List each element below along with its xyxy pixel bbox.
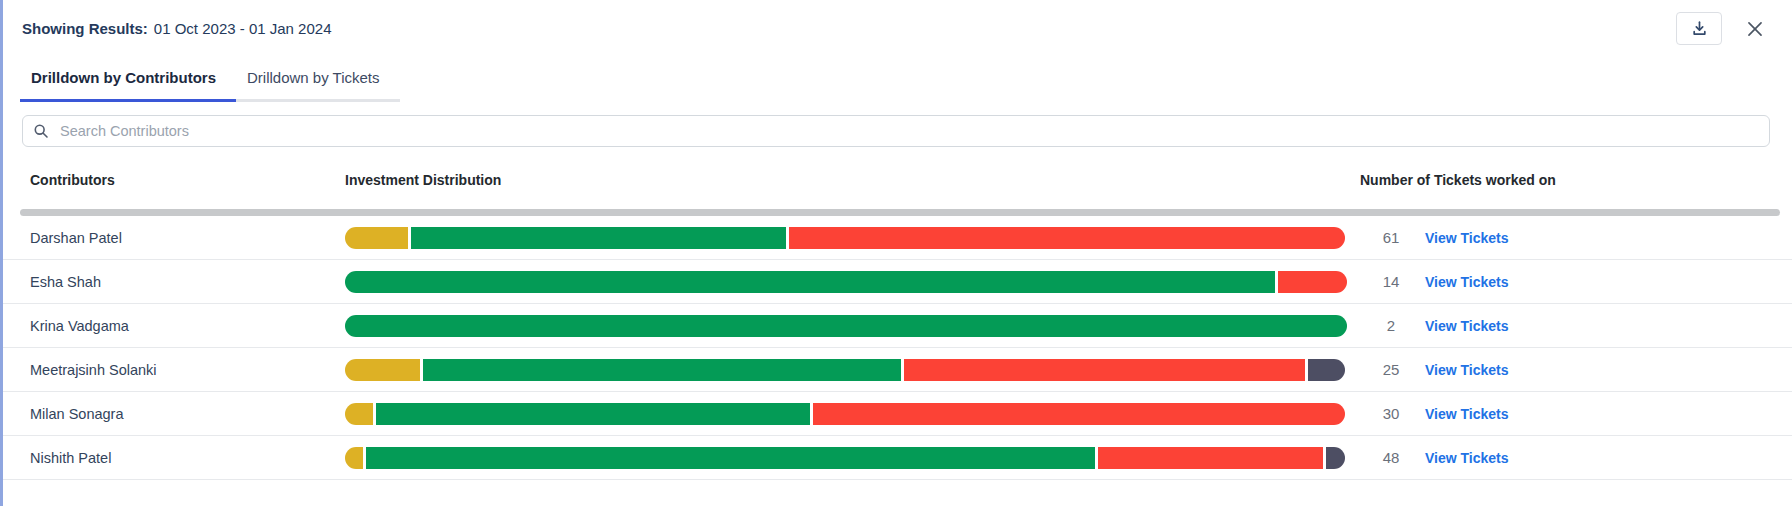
bar-segment-green bbox=[345, 315, 1347, 337]
ticket-count: 2 bbox=[1380, 317, 1402, 334]
view-tickets-link[interactable]: View Tickets bbox=[1425, 318, 1509, 334]
download-button[interactable] bbox=[1676, 12, 1722, 45]
header-actions bbox=[1676, 12, 1768, 45]
investment-bar bbox=[345, 403, 1347, 425]
bar-segment-green bbox=[366, 447, 1095, 469]
tab-drilldown-by-tickets[interactable]: Drilldown by Tickets bbox=[236, 69, 400, 102]
bar-segment-red bbox=[813, 403, 1345, 425]
investment-bar bbox=[345, 447, 1347, 469]
bar-segment-gold bbox=[345, 227, 408, 249]
table-row: Meetrajsinh Solanki 25 View Tickets bbox=[0, 348, 1792, 392]
panel-header: Showing Results: 01 Oct 2023 - 01 Jan 202… bbox=[0, 0, 1792, 45]
view-tickets-link[interactable]: View Tickets bbox=[1425, 274, 1509, 290]
date-range-text: 01 Oct 2023 - 01 Jan 2024 bbox=[154, 20, 332, 37]
search-bar bbox=[22, 115, 1770, 147]
download-icon bbox=[1691, 20, 1708, 37]
table-row: Nishith Patel 48 View Tickets bbox=[0, 436, 1792, 480]
bar-segment-red bbox=[1098, 447, 1322, 469]
tab-drilldown-by-contributors[interactable]: Drilldown by Contributors bbox=[20, 69, 236, 102]
contributor-name: Darshan Patel bbox=[30, 230, 345, 246]
bar-segment-slate bbox=[1326, 447, 1345, 469]
investment-bar bbox=[345, 315, 1347, 337]
col-header-number-of-tickets: Number of Tickets worked on bbox=[1347, 172, 1792, 188]
col-header-investment-distribution: Investment Distribution bbox=[345, 172, 1347, 188]
tab-bar: Drilldown by Contributors Drilldown by T… bbox=[0, 69, 1792, 102]
view-tickets-link[interactable]: View Tickets bbox=[1425, 450, 1509, 466]
close-button[interactable] bbox=[1742, 16, 1768, 42]
contributor-name: Meetrajsinh Solanki bbox=[30, 362, 345, 378]
table-row: Milan Sonagra 30 View Tickets bbox=[0, 392, 1792, 436]
ticket-count: 48 bbox=[1380, 449, 1402, 466]
horizontal-scrollbar[interactable] bbox=[20, 209, 1780, 216]
investment-bar bbox=[345, 227, 1347, 249]
showing-results-text: Showing Results: 01 Oct 2023 - 01 Jan 202… bbox=[22, 12, 331, 37]
ticket-count: 14 bbox=[1380, 273, 1402, 290]
view-tickets-link[interactable]: View Tickets bbox=[1425, 230, 1509, 246]
bar-segment-red bbox=[789, 227, 1345, 249]
investment-bar bbox=[345, 359, 1347, 381]
table-body: Darshan Patel 61 View Tickets Esha Shah … bbox=[0, 216, 1792, 480]
bar-segment-red bbox=[1278, 271, 1347, 293]
bar-segment-gold bbox=[345, 403, 373, 425]
search-icon bbox=[33, 123, 49, 139]
contributor-name: Krina Vadgama bbox=[30, 318, 345, 334]
contributor-name: Esha Shah bbox=[30, 274, 345, 290]
bar-segment-green bbox=[376, 403, 810, 425]
contributor-name: Nishith Patel bbox=[30, 450, 345, 466]
ticket-count: 25 bbox=[1380, 361, 1402, 378]
view-tickets-link[interactable]: View Tickets bbox=[1425, 406, 1509, 422]
panel-edge-accent bbox=[0, 0, 3, 506]
bar-segment-green bbox=[345, 271, 1275, 293]
view-tickets-link[interactable]: View Tickets bbox=[1425, 362, 1509, 378]
ticket-count: 30 bbox=[1380, 405, 1402, 422]
showing-results-label: Showing Results: bbox=[22, 20, 148, 37]
investment-bar bbox=[345, 271, 1347, 293]
table-header-row: Contributors Investment Distribution Num… bbox=[0, 172, 1792, 188]
table-row: Esha Shah 14 View Tickets bbox=[0, 260, 1792, 304]
close-icon bbox=[1744, 18, 1766, 40]
table-row: Krina Vadgama 2 View Tickets bbox=[0, 304, 1792, 348]
search-input[interactable] bbox=[58, 122, 1759, 140]
contributor-name: Milan Sonagra bbox=[30, 406, 345, 422]
bar-segment-slate bbox=[1308, 359, 1345, 381]
ticket-count: 61 bbox=[1380, 229, 1402, 246]
col-header-contributors: Contributors bbox=[30, 172, 345, 188]
bar-segment-green bbox=[423, 359, 901, 381]
bar-segment-green bbox=[411, 227, 786, 249]
bar-segment-gold bbox=[345, 447, 363, 469]
bar-segment-red bbox=[904, 359, 1305, 381]
table-row: Darshan Patel 61 View Tickets bbox=[0, 216, 1792, 260]
bar-segment-gold bbox=[345, 359, 420, 381]
